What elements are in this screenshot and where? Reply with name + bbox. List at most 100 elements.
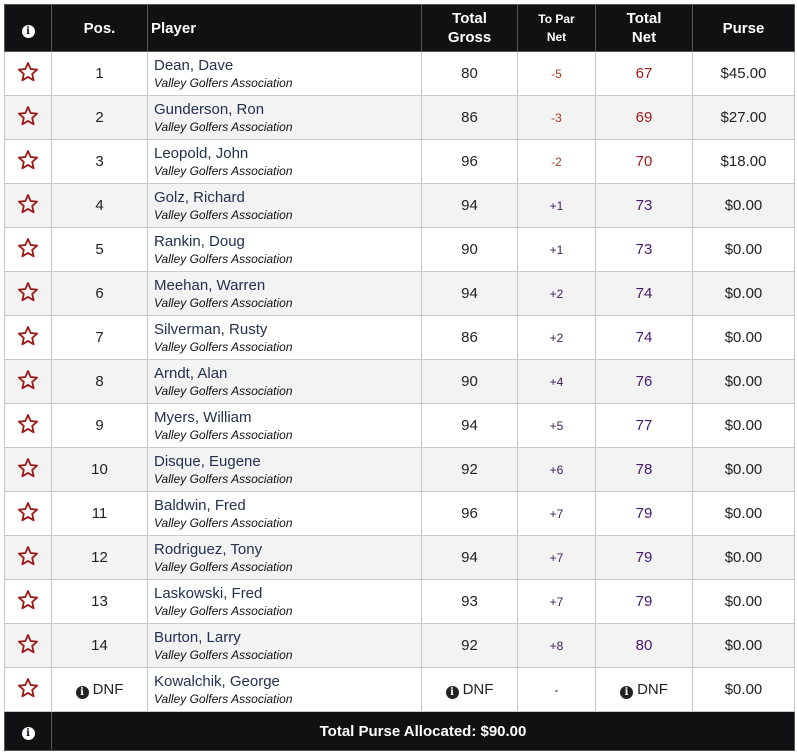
header-total-gross[interactable]: Total Gross xyxy=(421,4,518,52)
star-icon[interactable] xyxy=(17,545,39,567)
purse: $0.00 xyxy=(724,637,763,654)
position: 10 xyxy=(91,461,108,478)
purse: $0.00 xyxy=(724,593,763,610)
star-icon[interactable] xyxy=(17,677,39,699)
favorite-cell xyxy=(4,139,52,184)
table-row: 11 Baldwin, Fred Valley Golfers Associatio… xyxy=(4,491,795,536)
purse: $45.00 xyxy=(720,65,767,82)
player-name[interactable]: Silverman, Rusty xyxy=(154,320,268,338)
player-cell: Rodriguez, Tony Valley Golfers Associatio… xyxy=(147,535,422,580)
total-gross: 96 xyxy=(461,505,478,522)
header-to-par[interactable]: To Par Net xyxy=(517,4,596,52)
header-total-net[interactable]: Total Net xyxy=(595,4,693,52)
star-icon[interactable] xyxy=(17,193,39,215)
total-net: 79 xyxy=(635,549,653,566)
position: 8 xyxy=(95,373,104,390)
net-cell: 79 xyxy=(595,491,693,536)
player-name[interactable]: Golz, Richard xyxy=(154,188,245,206)
net-cell: 73 xyxy=(595,227,693,272)
table-row: 2 Gunderson, Ron Valley Golfers Associatio… xyxy=(4,95,795,140)
purse-cell: $0.00 xyxy=(692,227,795,272)
position: 12 xyxy=(91,549,108,566)
player-name[interactable]: Meehan, Warren xyxy=(154,276,266,294)
header-pos[interactable]: Pos. xyxy=(51,4,148,52)
to-par: -5 xyxy=(551,67,562,81)
net-cell: 67 xyxy=(595,51,693,96)
star-icon[interactable] xyxy=(17,237,39,259)
total-gross: 92 xyxy=(461,637,478,654)
info-icon[interactable]: i xyxy=(75,685,89,699)
to-par: +8 xyxy=(549,639,564,653)
gross-cell: 96 xyxy=(421,491,518,536)
total-gross: 93 xyxy=(461,593,478,610)
purse-cell: $0.00 xyxy=(692,359,795,404)
star-icon[interactable] xyxy=(17,457,39,479)
to-par: - xyxy=(554,683,559,697)
position: 1 xyxy=(95,65,104,82)
net-cell: i DNF xyxy=(595,667,693,712)
purse-cell: $0.00 xyxy=(692,623,795,668)
to-par-cell: +7 xyxy=(517,491,596,536)
gross-cell: 90 xyxy=(421,359,518,404)
total-gross: 94 xyxy=(461,285,478,302)
net-cell: 74 xyxy=(595,315,693,360)
table-row: i DNF Kowalchik, George Valley Golfers Asso… xyxy=(4,667,795,712)
header-purse[interactable]: Purse xyxy=(692,4,795,52)
to-par: +4 xyxy=(549,375,564,389)
player-name[interactable]: Burton, Larry xyxy=(154,628,241,646)
player-name[interactable]: Dean, Dave xyxy=(154,56,234,74)
net-cell: 74 xyxy=(595,271,693,316)
header-player[interactable]: Player xyxy=(147,4,422,52)
favorite-cell xyxy=(4,579,52,624)
star-icon[interactable] xyxy=(17,105,39,127)
position-cell: 9 xyxy=(51,403,148,448)
to-par-cell: +7 xyxy=(517,579,596,624)
to-par-cell: +5 xyxy=(517,403,596,448)
position: 9 xyxy=(95,417,104,434)
position-cell: 6 xyxy=(51,271,148,316)
player-name[interactable]: Disque, Eugene xyxy=(154,452,261,470)
player-name[interactable]: Kowalchik, George xyxy=(154,672,280,690)
position-cell: 7 xyxy=(51,315,148,360)
table-row: 4 Golz, Richard Valley Golfers Association… xyxy=(4,183,795,228)
info-icon[interactable]: i xyxy=(445,685,459,699)
player-name[interactable]: Rodriguez, Tony xyxy=(154,540,263,558)
star-icon[interactable] xyxy=(17,501,39,523)
player-name[interactable]: Baldwin, Fred xyxy=(154,496,246,514)
player-name[interactable]: Leopold, John xyxy=(154,144,249,162)
header-info[interactable]: i xyxy=(4,4,52,52)
purse-cell: $0.00 xyxy=(692,183,795,228)
player-name[interactable]: Laskowski, Fred xyxy=(154,584,263,602)
star-icon[interactable] xyxy=(17,281,39,303)
position-cell: 10 xyxy=(51,447,148,492)
to-par-cell: +4 xyxy=(517,359,596,404)
total-gross: 92 xyxy=(461,461,478,478)
favorite-cell xyxy=(4,491,52,536)
star-icon[interactable] xyxy=(17,413,39,435)
to-par: -3 xyxy=(551,111,562,125)
position: 5 xyxy=(95,241,104,258)
star-icon[interactable] xyxy=(17,149,39,171)
star-icon[interactable] xyxy=(17,325,39,347)
star-icon[interactable] xyxy=(17,589,39,611)
player-name[interactable]: Arndt, Alan xyxy=(154,364,228,382)
player-club: Valley Golfers Association xyxy=(154,691,293,706)
player-cell: Golz, Richard Valley Golfers Association xyxy=(147,183,422,228)
info-icon[interactable]: i xyxy=(21,24,35,38)
total-gross: 90 xyxy=(461,373,478,390)
player-club: Valley Golfers Association xyxy=(154,251,293,266)
player-name[interactable]: Rankin, Doug xyxy=(154,232,245,250)
player-club: Valley Golfers Association xyxy=(154,647,293,662)
player-name[interactable]: Gunderson, Ron xyxy=(154,100,265,118)
favorite-cell xyxy=(4,535,52,580)
star-icon[interactable] xyxy=(17,369,39,391)
player-club: Valley Golfers Association xyxy=(154,471,293,486)
footer-info[interactable]: i xyxy=(4,711,52,751)
total-gross: 90 xyxy=(461,241,478,258)
info-icon[interactable]: i xyxy=(620,685,634,699)
star-icon[interactable] xyxy=(17,61,39,83)
star-icon[interactable] xyxy=(17,633,39,655)
player-name[interactable]: Myers, William xyxy=(154,408,252,426)
info-icon[interactable]: i xyxy=(21,727,35,740)
player-cell: Gunderson, Ron Valley Golfers Association xyxy=(147,95,422,140)
